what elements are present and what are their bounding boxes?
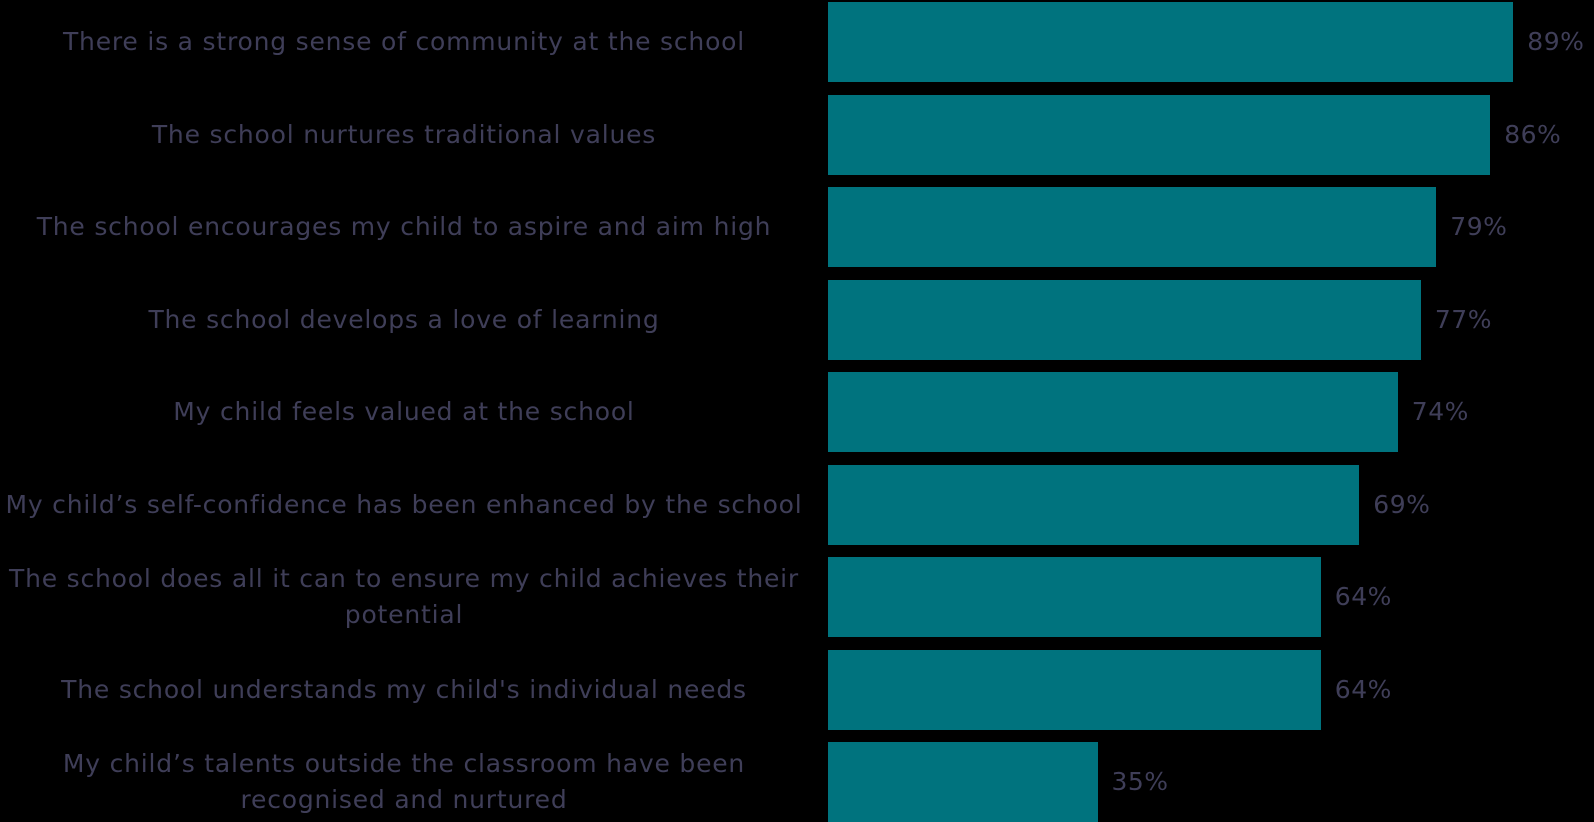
value-label: 74%: [1411, 397, 1469, 426]
bar: [828, 464, 1360, 545]
value-label: 69%: [1373, 489, 1431, 519]
value-label: 79%: [1450, 212, 1508, 241]
category-label: The school develops a love of learning: [148, 304, 660, 334]
bar: [828, 187, 1437, 267]
category-label: The school encourages my child to aspire…: [36, 212, 772, 241]
category-label: The school does all it can to ensure my …: [9, 564, 799, 629]
value-label: 35%: [1111, 767, 1169, 796]
bar: [828, 372, 1398, 452]
value-label: 86%: [1504, 119, 1562, 149]
value-label: 89%: [1527, 27, 1585, 56]
category-label: My child feels valued at the school: [173, 397, 635, 426]
category-label: There is a strong sense of community at …: [62, 27, 746, 56]
value-label: 64%: [1334, 582, 1392, 611]
bar: [828, 279, 1421, 360]
bar: [828, 2, 1514, 82]
value-label: 64%: [1334, 674, 1392, 704]
bar: [828, 94, 1491, 175]
bar: [828, 742, 1098, 822]
category-label: The school nurtures traditional values: [151, 119, 657, 149]
category-label: My child’s self-confidence has been enha…: [5, 489, 803, 519]
bar: [828, 557, 1321, 637]
category-label: My child’s talents outside the classroom…: [62, 749, 746, 814]
bar: [828, 649, 1321, 730]
category-label: The school understands my child's indivi…: [61, 674, 747, 704]
value-label: 77%: [1434, 304, 1492, 334]
